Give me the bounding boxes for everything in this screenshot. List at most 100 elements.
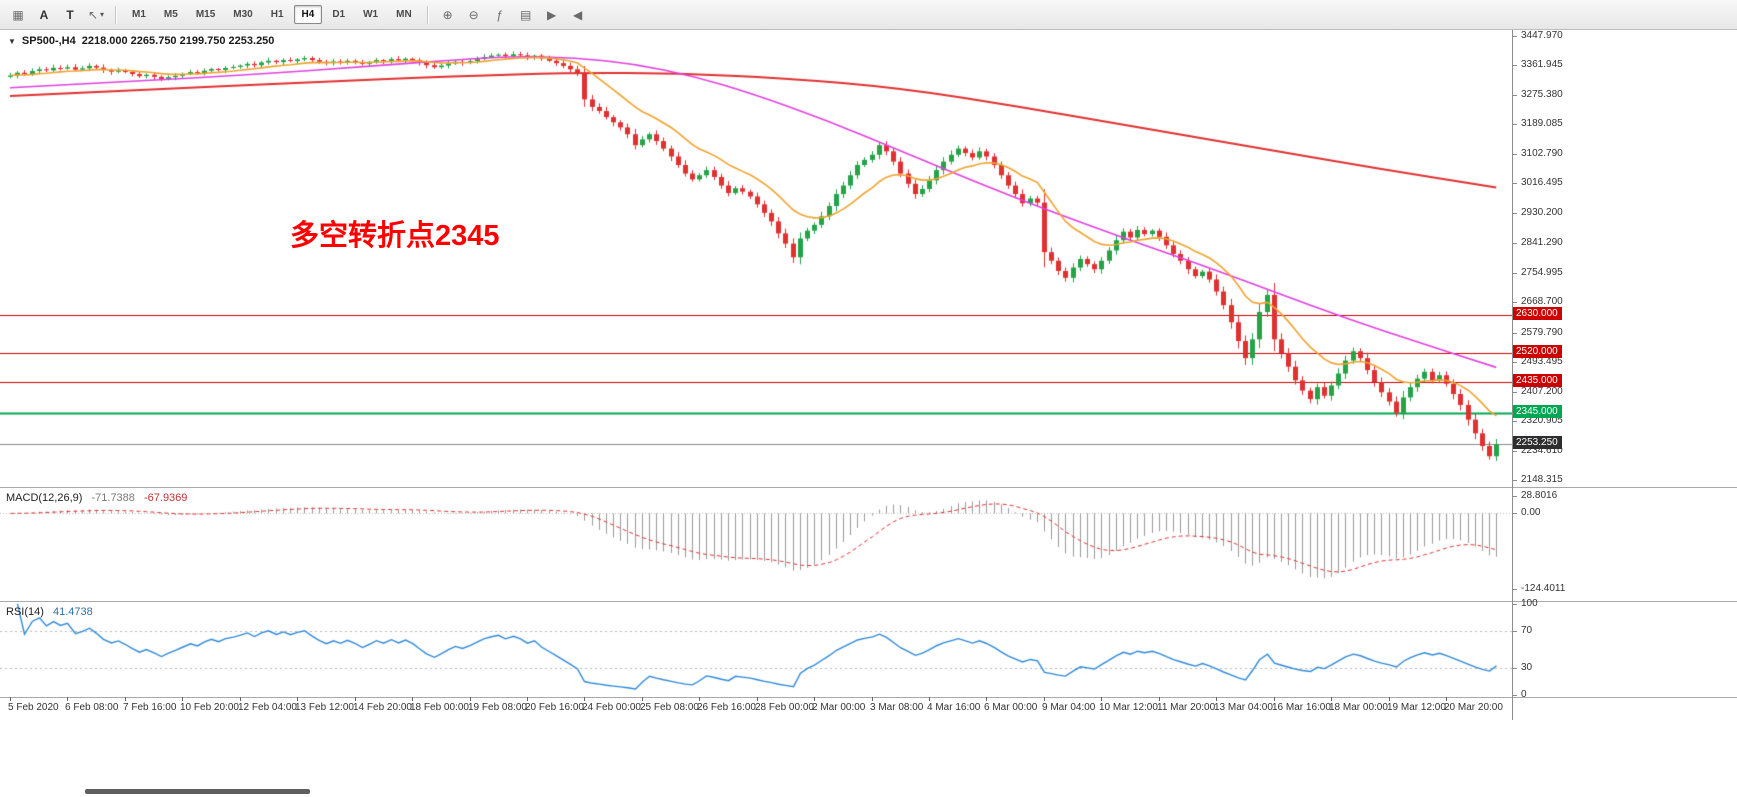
- timeframe-button-d1[interactable]: D1: [332, 9, 346, 20]
- level-price-tag: 2520.000: [1513, 345, 1562, 358]
- chart-text-annotation[interactable]: 多空转折点2345: [290, 220, 500, 252]
- timeframe-button-h1[interactable]: H1: [270, 9, 284, 20]
- text-label-tool-button[interactable]: A: [39, 7, 49, 22]
- zoom-out-button[interactable]: ⊖: [468, 7, 479, 22]
- time-axis-tick: [297, 697, 298, 701]
- time-axis-tick: [872, 697, 873, 701]
- price-scale-label: 2148.315: [1521, 474, 1563, 485]
- time-axis-label: 18 Mar 00:00: [1329, 702, 1388, 713]
- time-axis-tick: [182, 697, 183, 701]
- time-axis-tick: [1446, 697, 1447, 701]
- chart-objects-icon[interactable]: ▦: [12, 7, 24, 22]
- time-axis-tick: [412, 697, 413, 701]
- price-scale-label: 3361.945: [1521, 59, 1563, 70]
- macd-indicator-canvas[interactable]: [0, 488, 1512, 601]
- chart-tools-group: ⊕ ⊖ ƒ ▤ ▶ ◀: [435, 4, 591, 26]
- chart-title-bar: ▼ SP500-,H4 2218.000 2265.750 2199.750 2…: [8, 35, 274, 47]
- price-scale-label: 2841.290: [1521, 237, 1563, 248]
- price-scale-label: 2234.610: [1521, 445, 1563, 456]
- time-axis-label: 24 Feb 00:00: [582, 702, 641, 713]
- chart-window: ▼ SP500-,H4 2218.000 2265.750 2199.750 2…: [0, 30, 1737, 797]
- macd-scale-label: -124.4011: [1521, 583, 1566, 594]
- time-axis-label: 28 Feb 00:00: [755, 702, 814, 713]
- rsi-indicator-canvas[interactable]: [0, 602, 1512, 697]
- price-scale-tick: [1512, 243, 1517, 244]
- horizontal-scrollbar-thumb[interactable]: [85, 789, 310, 794]
- time-axis-tick: [1159, 697, 1160, 701]
- time-axis-label: 3 Mar 08:00: [870, 702, 924, 713]
- price-chart-canvas[interactable]: [0, 30, 1512, 487]
- price-scale-tick: [1512, 124, 1517, 125]
- price-scale-label: 2320.905: [1521, 415, 1563, 426]
- rsi-scale-tick: [1512, 631, 1517, 632]
- time-axis-tick: [1101, 697, 1102, 701]
- timeframe-button-m1[interactable]: M1: [132, 9, 146, 20]
- level-price-tag: 2630.000: [1513, 307, 1562, 320]
- time-axis-label: 11 Mar 20:00: [1157, 702, 1216, 713]
- time-axis-tick: [1274, 697, 1275, 701]
- time-axis-label: 14 Feb 20:00: [353, 702, 412, 713]
- rsi-scale-label: 0: [1521, 689, 1527, 700]
- indicators-button[interactable]: ƒ: [496, 7, 504, 22]
- macd-signal-value: -67.9369: [143, 492, 188, 504]
- rsi-scale-tick: [1512, 604, 1517, 605]
- price-scale-tick: [1512, 333, 1517, 334]
- time-axis-tick: [757, 697, 758, 701]
- level-price-tag: 2345.000: [1513, 405, 1562, 418]
- timeframe-button-w1[interactable]: W1: [363, 9, 379, 20]
- time-axis-label: 18 Feb 00:00: [410, 702, 469, 713]
- time-axis-tick: [1216, 697, 1217, 701]
- timeframe-button-h4[interactable]: H4: [293, 5, 323, 24]
- panel-separator[interactable]: [0, 487, 1737, 488]
- price-scale-tick: [1512, 273, 1517, 274]
- chart-shift-button[interactable]: ◀: [573, 7, 583, 22]
- time-axis-label: 2 Mar 00:00: [812, 702, 866, 713]
- price-scale-divider: [1512, 30, 1513, 720]
- price-scale-label: 3189.085: [1521, 118, 1563, 129]
- panel-separator[interactable]: [0, 601, 1737, 602]
- time-axis-label: 13 Mar 04:00: [1214, 702, 1273, 713]
- macd-scale-label: 28.8016: [1521, 490, 1558, 501]
- chart-symbol-period: SP500-,H4: [21, 35, 76, 47]
- timeframe-button-m30[interactable]: M30: [233, 9, 253, 20]
- text-tool-button[interactable]: T: [66, 7, 74, 22]
- draw-tools-dropdown[interactable]: ↖ ▾: [87, 7, 105, 22]
- time-axis-label: 13 Feb 12:00: [295, 702, 354, 713]
- rsi-scale-tick: [1512, 695, 1517, 696]
- price-scale-tick: [1512, 183, 1517, 184]
- timeframe-button-mn[interactable]: MN: [396, 9, 412, 20]
- time-axis-tick: [1389, 697, 1390, 701]
- dropdown-caret-icon: ▾: [100, 10, 105, 19]
- price-scale-tick: [1512, 36, 1517, 37]
- zoom-in-button[interactable]: ⊕: [442, 7, 453, 22]
- toolbar-separator: [115, 5, 117, 24]
- toolbar-separator: [426, 5, 429, 24]
- macd-scale-tick: [1512, 496, 1517, 497]
- time-axis-label: 10 Feb 20:00: [180, 702, 239, 713]
- time-axis-label: 19 Mar 12:00: [1387, 702, 1446, 713]
- time-axis-label: 5 Feb 2020: [8, 702, 59, 713]
- time-axis-label: 19 Feb 08:00: [468, 702, 527, 713]
- price-scale-label: 2930.200: [1521, 207, 1563, 218]
- price-scale-tick: [1512, 65, 1517, 66]
- time-axis-tick: [10, 697, 11, 701]
- rsi-scale-label: 30: [1521, 662, 1533, 673]
- auto-scroll-button[interactable]: ▶: [547, 7, 557, 22]
- level-price-tag: 2435.000: [1513, 374, 1562, 387]
- templates-button[interactable]: ▤: [520, 7, 532, 22]
- time-axis-tick: [814, 697, 815, 701]
- time-axis-label: 4 Mar 16:00: [927, 702, 981, 713]
- rsi-label: RSI(14) 41.4738: [6, 606, 93, 618]
- time-axis-label: 6 Mar 00:00: [984, 702, 1038, 713]
- timeframe-button-m5[interactable]: M5: [163, 9, 178, 20]
- timeframe-button-m15[interactable]: M15: [195, 9, 216, 20]
- time-axis-tick: [125, 697, 126, 701]
- price-scale-label: 3447.970: [1521, 30, 1563, 41]
- price-scale-tick: [1512, 392, 1517, 393]
- time-axis-tick: [240, 697, 241, 701]
- macd-scale-label: 0.00: [1521, 507, 1541, 518]
- time-axis-label: 25 Feb 08:00: [640, 702, 699, 713]
- time-axis-tick: [699, 697, 700, 701]
- collapse-chart-icon[interactable]: ▼: [8, 36, 16, 46]
- current-price-tag: 2253.250: [1513, 436, 1562, 449]
